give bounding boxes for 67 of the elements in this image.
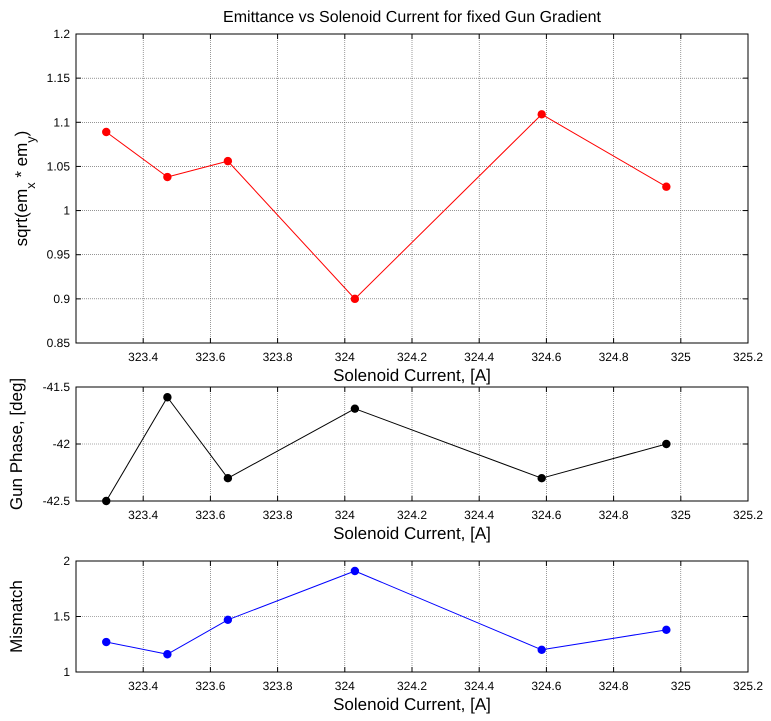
y-tick-label: 0.95: [46, 248, 70, 262]
x-axis-title: Solenoid Current, [A]: [333, 695, 491, 714]
x-axis-title: Solenoid Current, [A]: [333, 524, 491, 543]
x-tick-label: 323.4: [128, 508, 159, 522]
x-tick-label: 325: [670, 508, 692, 522]
point: [350, 294, 360, 304]
y-tick-label: 1.2: [53, 27, 70, 41]
x-tick-label: 323.8: [262, 350, 293, 364]
point: [163, 393, 172, 402]
point: [537, 110, 546, 119]
point: [662, 182, 671, 191]
point: [537, 646, 546, 654]
x-tick-label: 324: [334, 679, 356, 693]
point: [102, 638, 110, 646]
x-tick-label: 324: [334, 350, 356, 364]
y-tick-label: 2: [63, 554, 70, 568]
x-tick-label: 323.6: [195, 679, 226, 693]
y-tick-label: -41.5: [42, 380, 70, 394]
x-tick-label: 324.2: [396, 508, 428, 522]
x-tick-label: 324.4: [464, 508, 495, 522]
x-tick-label: 323.8: [262, 679, 293, 693]
x-tick-label: 325: [670, 350, 692, 364]
x-tick-label: 324.8: [598, 508, 629, 522]
x-tick-label: 324.6: [531, 679, 562, 693]
x-tick-label: 323.6: [195, 350, 226, 364]
y-tick-label: 1.05: [46, 159, 70, 174]
x-tick-label: 324.8: [598, 350, 629, 364]
x-tick-label: 323.4: [128, 350, 159, 364]
y-tick-label: -42: [52, 437, 70, 451]
x-tick-label: 325.2: [732, 679, 764, 693]
x-tick-label: 324.2: [396, 350, 428, 364]
point: [662, 440, 671, 448]
y-axis-title: Mismatch: [7, 580, 26, 653]
chart-title: Emittance vs Solenoid Current for fixed Gun Gradient: [223, 9, 602, 26]
x-tick-label: 324.4: [464, 350, 495, 364]
x-axis-title: Solenoid Current, [A]: [333, 366, 491, 385]
x-tick-label: 324: [334, 508, 356, 522]
y-tick-label: 0.85: [46, 336, 70, 350]
x-tick-label: 324.2: [396, 679, 428, 693]
x-tick-label: 323.8: [262, 508, 293, 522]
x-tick-label: 324.8: [598, 679, 629, 693]
x-tick-label: 325.2: [732, 350, 764, 364]
x-tick-label: 324.6: [531, 350, 562, 364]
x-tick-label: 324.4: [464, 679, 495, 693]
point: [662, 626, 671, 634]
point: [102, 128, 110, 136]
point: [224, 156, 232, 166]
point: [350, 404, 360, 413]
y-tick-label: -42.5: [42, 494, 70, 508]
x-tick-label: 323.4: [128, 679, 159, 693]
point: [163, 650, 172, 658]
x-tick-label: 325.2: [732, 508, 764, 522]
y-tick-label: 1.15: [46, 71, 70, 86]
point: [350, 566, 360, 576]
x-tick-label: 323.6: [195, 508, 226, 522]
y-tick-label: 1: [63, 665, 70, 679]
y-tick-label: 1.1: [53, 115, 70, 130]
y-tick-label: 1.5: [53, 610, 70, 624]
point: [224, 616, 232, 624]
point: [537, 474, 546, 482]
y-tick-label: 1: [63, 204, 70, 218]
point: [163, 172, 172, 182]
y-tick-label: 0.9: [53, 292, 70, 306]
y-axis-title: Gun Phase, [deg]: [7, 378, 26, 510]
x-tick-label: 324.6: [531, 508, 562, 522]
point: [224, 474, 232, 482]
x-tick-label: 325: [670, 679, 692, 693]
